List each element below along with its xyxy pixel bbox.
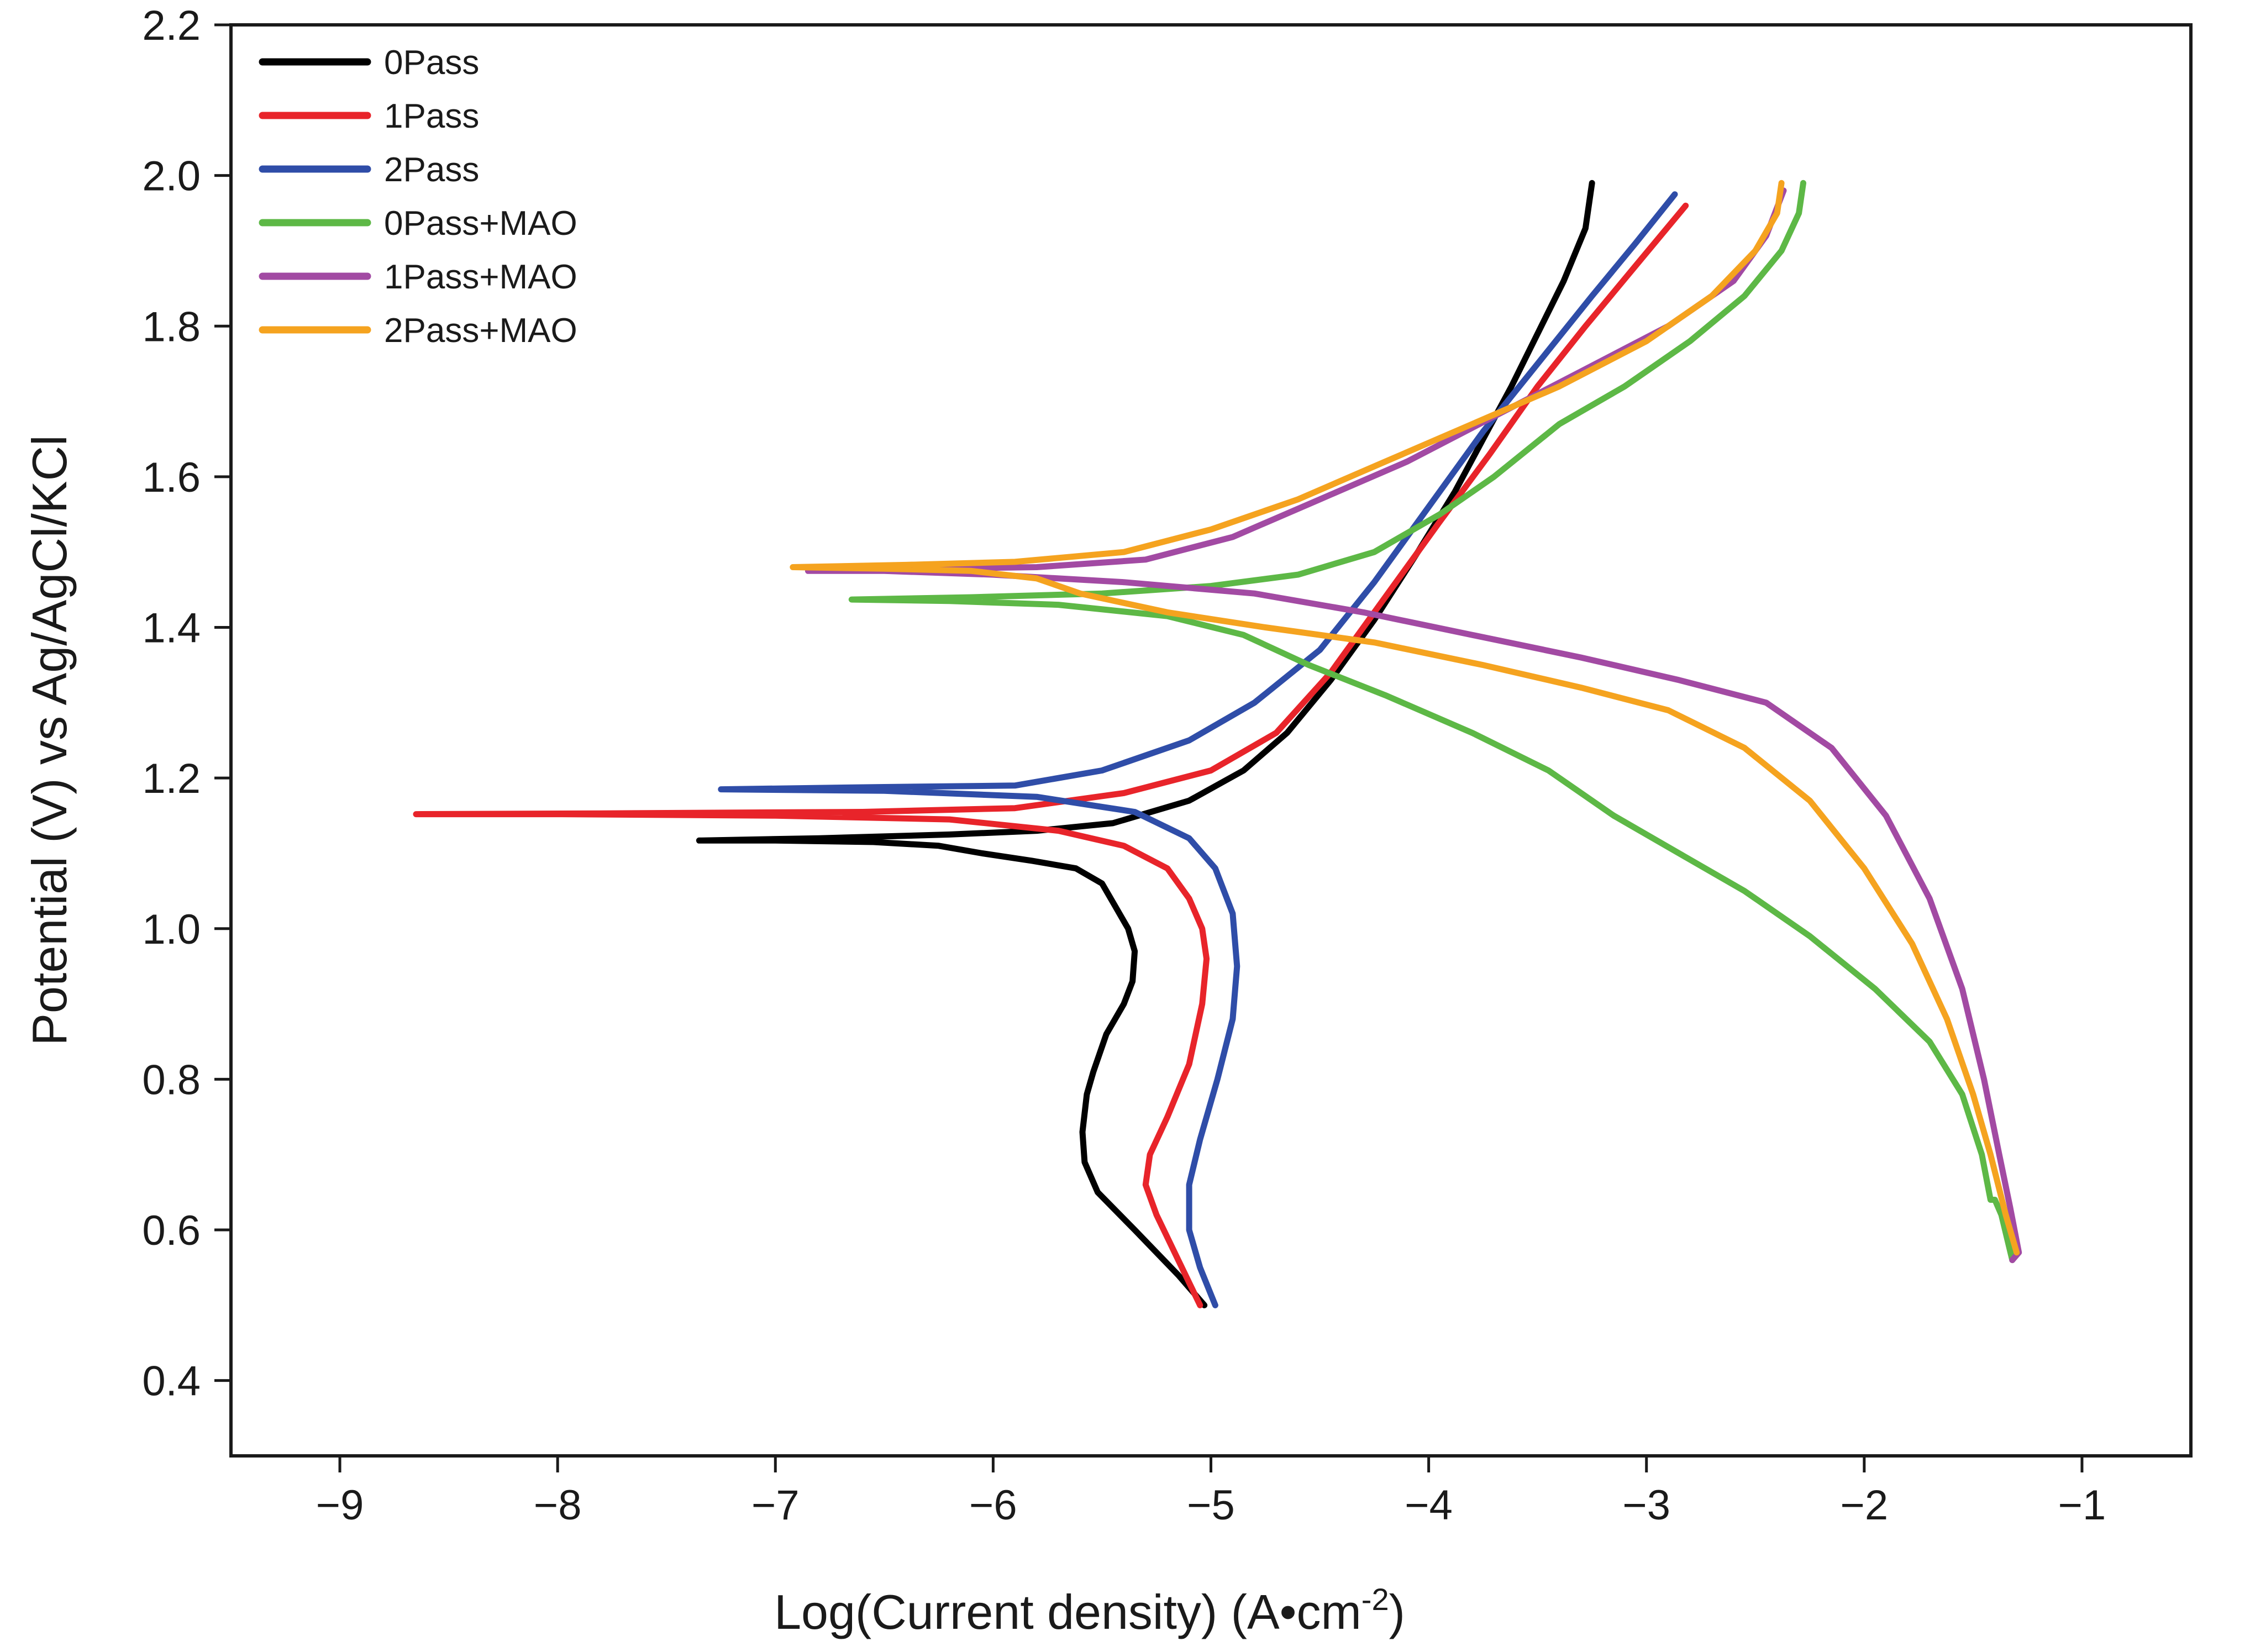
y-tick-label: 1.6 [142,454,201,501]
x-tick-label: −3 [1622,1482,1670,1529]
series-line-2pass [718,191,1678,1308]
y-tick-label: 1.2 [142,755,201,802]
y-tick-label: 1.0 [142,906,201,953]
legend-label: 1Pass+MAO [384,258,577,296]
y-tick-label: 0.4 [142,1358,201,1405]
x-tick-label: −2 [1841,1482,1889,1529]
x-tick-label: −1 [2058,1482,2106,1529]
y-tick-label: 1.8 [142,303,201,350]
y-tick-label: 1.4 [142,605,201,652]
legend-label: 0Pass+MAO [384,204,577,243]
x-tick-label: −4 [1405,1482,1453,1529]
series-line-1pass-mao [805,187,2022,1264]
legend-label: 1Pass [384,97,479,135]
x-axis-title-superscript: -2 [1361,1582,1389,1617]
series-line-0pass [696,180,1595,1308]
legend-label: 0Pass [384,44,479,82]
y-axis-ticks: 0.4 0.6 0.8 1.0 1.2 1.4 1.6 1.8 2.0 2.2 [142,2,231,1405]
y-tick-label: 0.6 [142,1207,201,1254]
legend-label: 2Pass+MAO [384,312,577,350]
x-tick-label: −9 [316,1482,364,1529]
legend: 0Pass 1Pass 2Pass 0Pass+MAO 1Pass+MAO 2Pass+M… [259,44,577,350]
x-tick-label: −6 [969,1482,1017,1529]
x-axis-title: Log(Current density) (A•cm-2) [774,1582,1405,1639]
y-axis-title: Potential (V) vs Ag/AgCl/KCl [22,435,77,1045]
y-tick-label: 2.0 [142,153,201,200]
series-line-2pass-mao [790,180,2020,1256]
legend-label: 2Pass [384,151,479,189]
x-tick-label: −5 [1187,1482,1235,1529]
x-axis-title-suffix: ) [1389,1585,1405,1639]
x-axis-title-main: Log(Current density) (A•cm [774,1585,1361,1639]
series-lines [413,180,2022,1308]
x-tick-label: −8 [534,1482,582,1529]
y-tick-label: 0.8 [142,1056,201,1103]
series-line-1pass [413,202,1689,1308]
x-tick-label: −7 [751,1482,800,1529]
x-axis-ticks: −9 −8 −7 −6 −5 −4 −3 −2 −1 [316,1456,2106,1529]
y-tick-label: 2.2 [142,2,201,49]
series-line-0pass-mao [848,180,2016,1264]
